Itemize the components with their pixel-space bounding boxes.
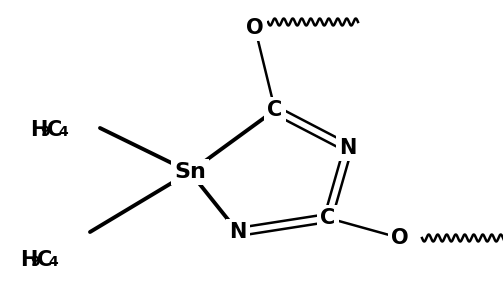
Text: C: C: [37, 250, 52, 270]
Text: O: O: [246, 18, 264, 38]
Text: C: C: [320, 208, 336, 228]
Text: N: N: [340, 138, 357, 158]
Text: O: O: [391, 228, 409, 248]
Text: 9: 9: [40, 125, 50, 139]
Text: H: H: [30, 120, 47, 140]
Text: N: N: [229, 222, 246, 242]
Text: 4: 4: [48, 255, 58, 269]
Text: 9: 9: [30, 255, 40, 269]
Text: H: H: [20, 250, 37, 270]
Text: 4: 4: [58, 125, 68, 139]
Text: Sn: Sn: [174, 162, 206, 182]
Text: C: C: [47, 120, 62, 140]
Text: C: C: [268, 100, 283, 120]
